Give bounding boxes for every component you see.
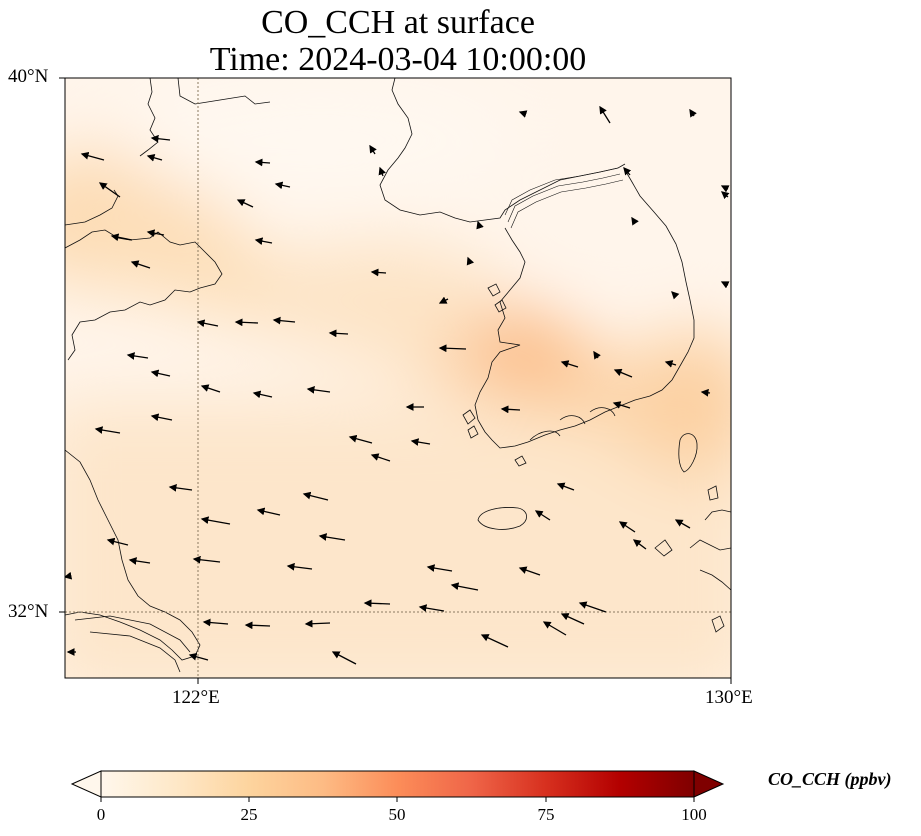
wind-arrow [348, 434, 373, 444]
wind-arrow [418, 604, 445, 612]
wind-arrow [480, 634, 509, 648]
lon-tick-label: 130°E [705, 687, 753, 708]
colorbar-extend-min [70, 770, 102, 798]
wind-arrows [65, 105, 730, 665]
wind-arrow [623, 167, 632, 176]
colorbar-tick-label: 50 [388, 805, 406, 824]
wind-arrow [578, 601, 607, 613]
wind-arrow [274, 181, 291, 190]
wind-arrow [236, 199, 254, 208]
map-time-subtitle: Time: 2024-03-04 10:00:00 [209, 41, 587, 78]
wind-arrow [426, 564, 453, 572]
wind-arrow [168, 484, 193, 492]
wind-arrow [302, 491, 329, 501]
gridlines [65, 78, 731, 678]
wind-arrow [188, 652, 209, 661]
wind-arrow [534, 510, 551, 521]
wind-arrow [328, 329, 349, 338]
wind-arrow [518, 566, 541, 576]
wind-arrow [370, 453, 391, 462]
wind-arrow [304, 619, 331, 628]
map-frame [64, 77, 732, 679]
colorbar-label: CO_CCH (ppbv) [768, 769, 892, 789]
map-title: CO_CCH at surface [261, 4, 535, 41]
wind-arrow [438, 296, 449, 304]
wind-arrow [192, 555, 221, 564]
wind-arrow [150, 413, 173, 422]
wind-arrow [331, 651, 357, 665]
wind-arrow [234, 318, 259, 327]
concentration-field [65, 78, 731, 678]
lon-tick-label: 122°E [172, 687, 220, 708]
wind-arrow [254, 158, 271, 167]
wind-arrow [130, 260, 151, 269]
wind-arrow [410, 438, 431, 446]
wind-arrow [254, 237, 273, 246]
wind-arrow [500, 405, 521, 414]
wind-arrow [476, 220, 484, 230]
wind-arrow [126, 352, 149, 360]
wind-arrow [80, 151, 105, 161]
wind-arrow [612, 401, 631, 409]
wind-arrow [631, 216, 639, 226]
wind-arrow [613, 368, 633, 378]
wind-arrow [560, 613, 585, 625]
wind-arrow [378, 166, 386, 177]
wind-arrow [721, 191, 730, 200]
colorbar-tick-label: 75 [537, 805, 555, 824]
wind-arrow [593, 350, 601, 360]
wind-arrow [306, 386, 331, 394]
wind-arrow [196, 319, 219, 328]
wind-arrow [110, 233, 133, 242]
wind-arrow [202, 618, 229, 627]
wind-arrow [720, 185, 730, 193]
wind-arrow [286, 562, 313, 571]
lat-tick-label: 32°N [8, 601, 49, 622]
wind-arrow [318, 533, 346, 541]
wind-arrow [128, 557, 151, 565]
wind-arrow [244, 621, 271, 630]
wind-arrow [689, 108, 697, 118]
wind-arrow [146, 154, 163, 162]
wind-arrow [720, 281, 730, 289]
wind-arrow [599, 105, 611, 124]
wind-arrow [618, 521, 636, 533]
wind-arrow [65, 571, 73, 580]
wind-arrow [518, 110, 528, 118]
wind-arrow [369, 144, 377, 155]
wind-arrow [700, 388, 711, 397]
wind-arrow [560, 360, 579, 368]
wind-arrow [556, 482, 575, 491]
wind-arrow [200, 384, 221, 393]
wind-arrow [363, 599, 391, 608]
wind-arrow [256, 507, 281, 516]
wind-arrow [674, 519, 691, 529]
wind-arrow [98, 182, 121, 198]
wind-arrow [450, 582, 479, 591]
colorbar-tick-label: 100 [681, 805, 707, 824]
wind-arrow [272, 316, 296, 325]
wind-arrow [632, 539, 647, 550]
coastlines [65, 78, 731, 673]
wind-arrow [438, 344, 467, 353]
wind-arrow [94, 426, 121, 434]
lat-tick-label: 40°N [8, 66, 49, 87]
colorbar-gradient [101, 771, 694, 797]
wind-arrow [150, 134, 171, 143]
wind-arrow [252, 390, 273, 399]
colorbar-extend-max [693, 770, 725, 798]
wind-arrow [200, 516, 231, 525]
colorbar-tick-label: 0 [96, 805, 106, 824]
wind-arrow [664, 360, 677, 368]
wind-arrow [671, 291, 680, 300]
wind-arrow [466, 256, 475, 266]
colorbar-tick-label: 25 [240, 805, 258, 824]
wind-arrow [370, 268, 387, 277]
wind-arrow [146, 229, 165, 238]
wind-arrow [542, 621, 567, 636]
wind-arrow [106, 537, 129, 546]
wind-arrow [150, 369, 171, 378]
